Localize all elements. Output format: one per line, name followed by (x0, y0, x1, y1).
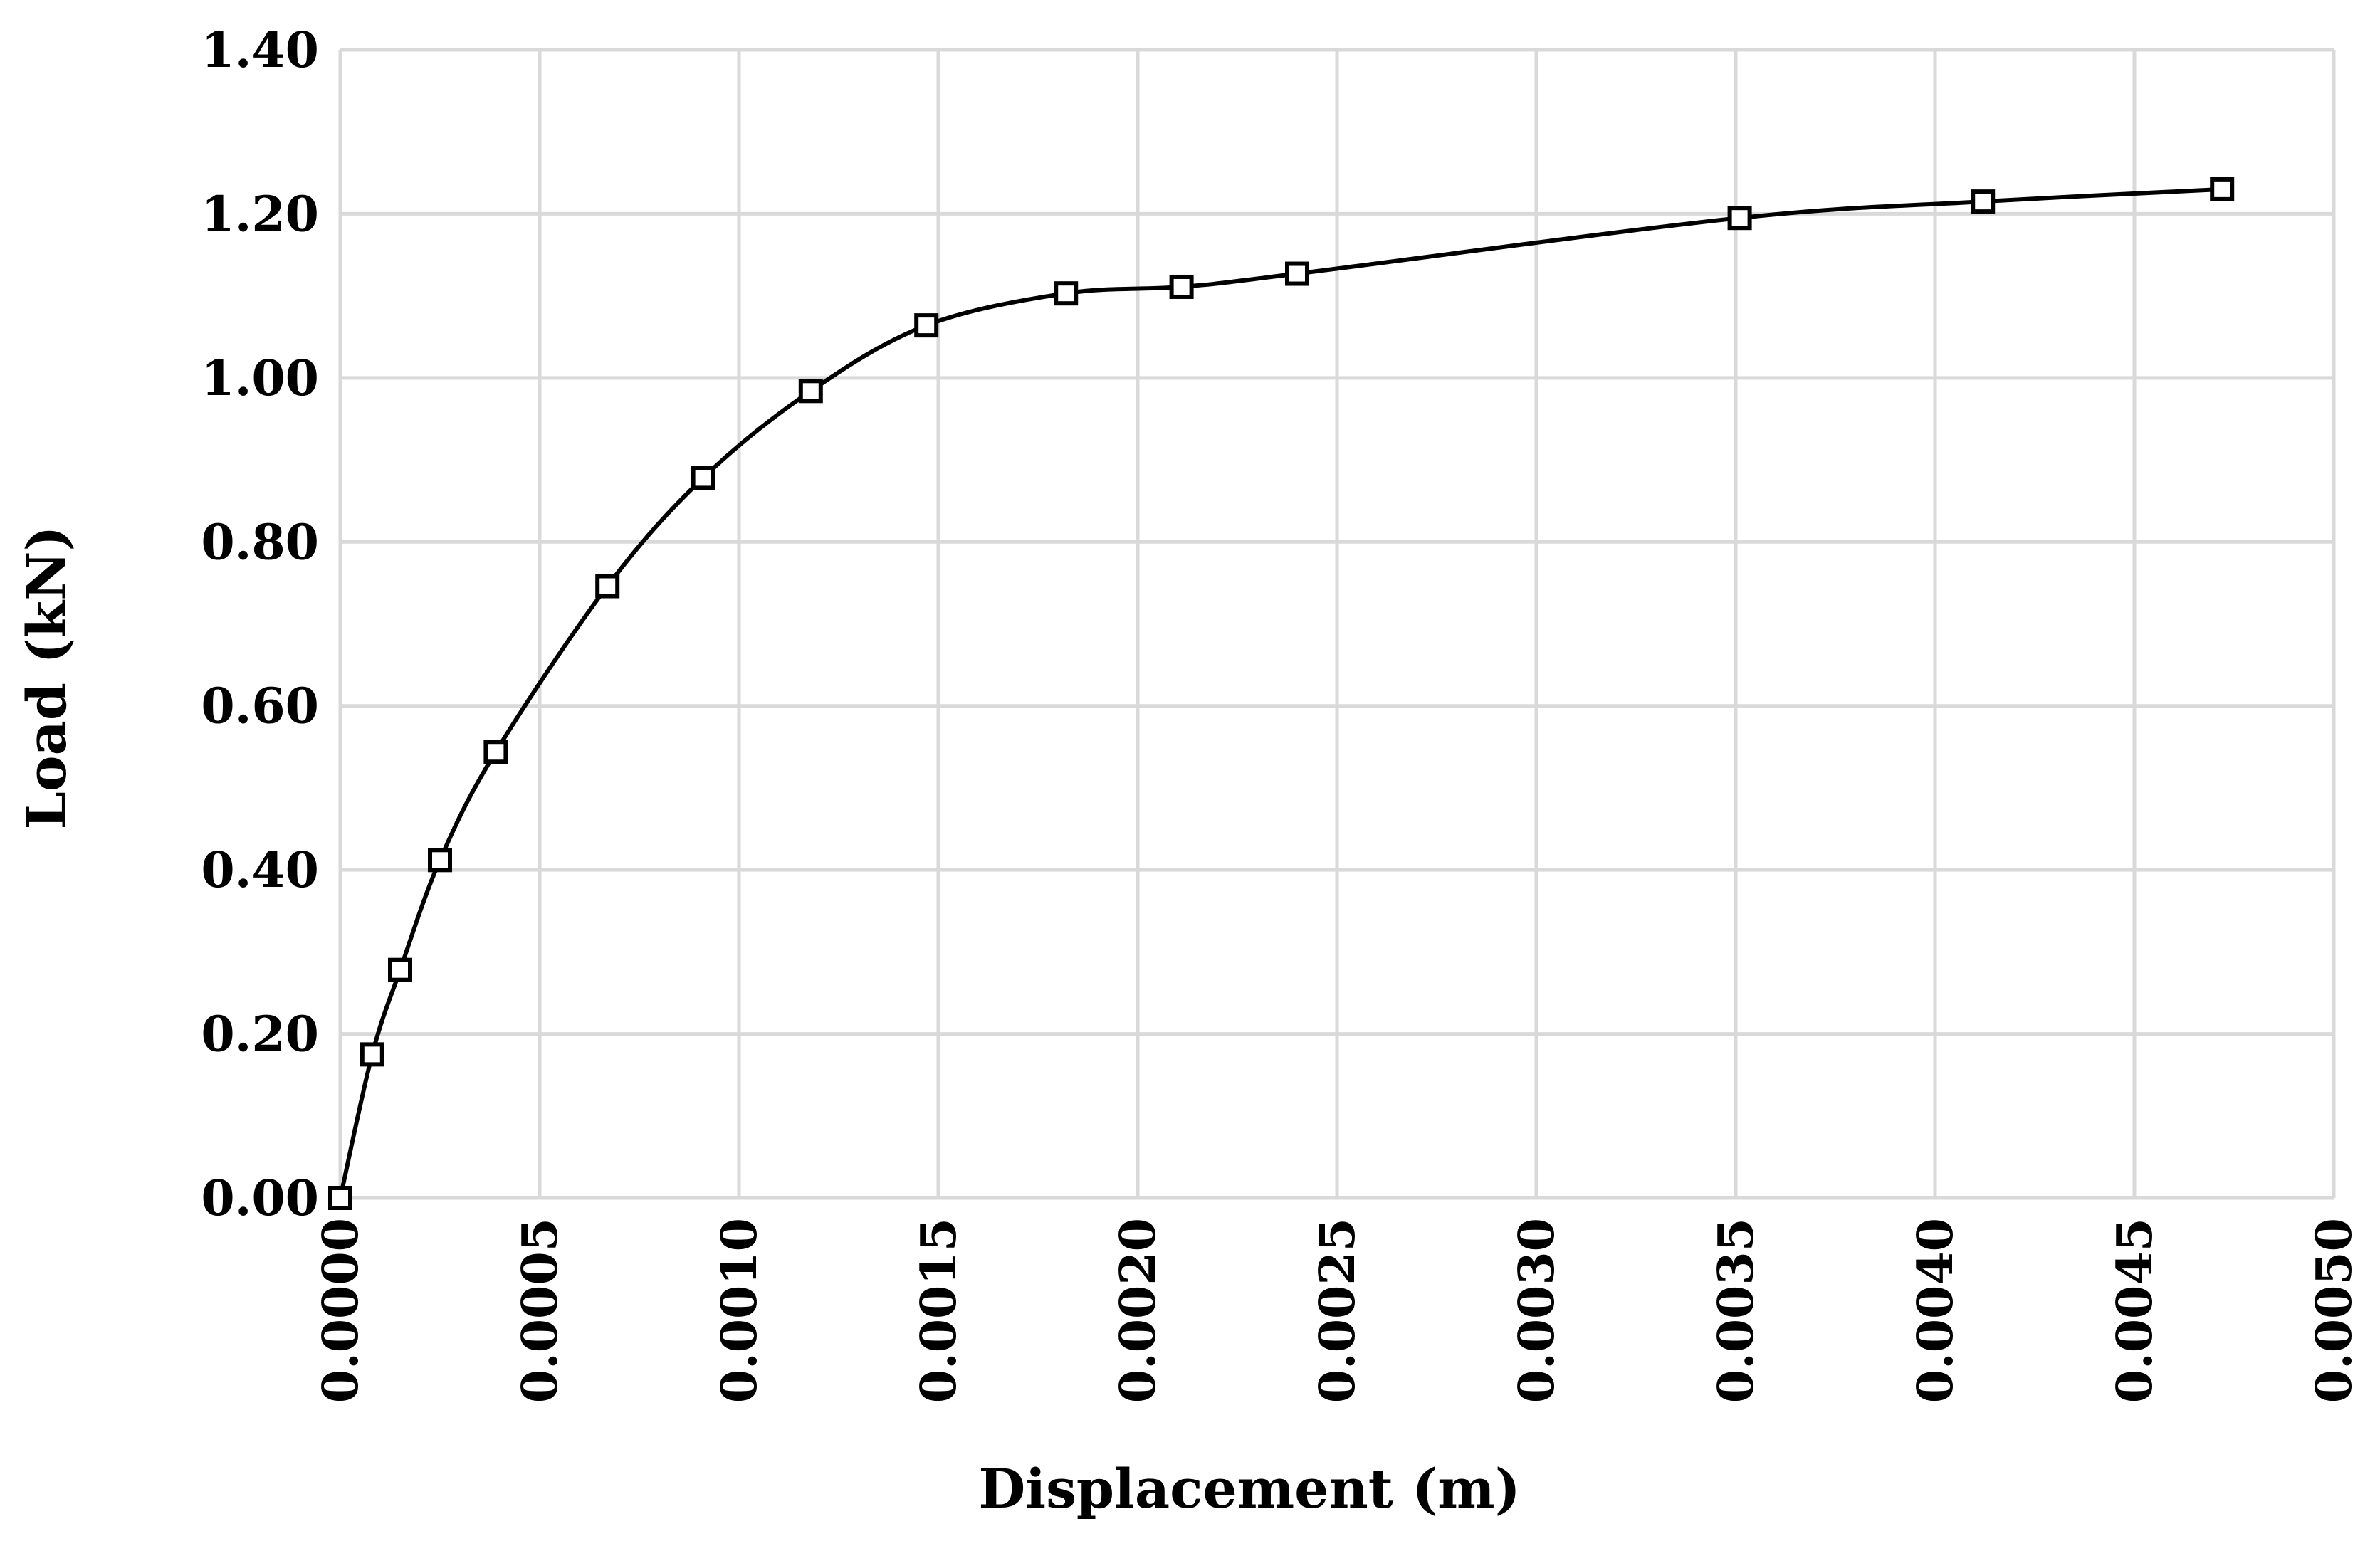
vertical-gridlines (338, 50, 2336, 1198)
data-point-marker (1054, 281, 1079, 306)
x-tick-label: 0.0045 (2107, 1218, 2164, 1403)
y-tick-label: 0.80 (201, 514, 319, 571)
data-point-marker (428, 848, 452, 873)
y-tick-label: 1.40 (201, 22, 319, 79)
y-tick-label: 0.60 (201, 678, 319, 735)
load-displacement-curve (338, 186, 2223, 1199)
horizontal-gridlines (340, 48, 2334, 1200)
data-point-marker (2210, 177, 2235, 201)
x-tick-label: 0.0020 (1110, 1218, 1167, 1403)
y-tick-label: 1.20 (201, 186, 319, 243)
x-tick-label: 0.0025 (1309, 1218, 1366, 1403)
x-tick-label: 0.0005 (512, 1218, 569, 1403)
x-tick-label: 0.0030 (1509, 1218, 1566, 1403)
y-axis-tick-labels: 0.00 0.20 0.40 0.60 0.80 1.00 1.20 1.40 (201, 22, 319, 1227)
data-point-marker (360, 1042, 384, 1067)
y-tick-label: 0.20 (201, 1006, 319, 1063)
data-point-marker (1727, 206, 1752, 231)
x-tick-label: 0.0010 (711, 1218, 768, 1403)
data-point-marker (691, 466, 715, 490)
x-tick-label: 0.0015 (911, 1218, 968, 1403)
x-tick-label: 0.0000 (313, 1218, 369, 1403)
x-tick-label: 0.0035 (1708, 1218, 1765, 1403)
y-tick-label: 0.40 (201, 842, 319, 899)
data-point-marker (1169, 274, 1194, 299)
data-point-marker (328, 1186, 352, 1210)
x-axis-tick-labels: 0.0000 0.0005 0.0010 0.0015 0.0020 0.0025 0.00… (313, 1218, 2363, 1403)
x-tick-label: 0.0050 (2306, 1218, 2363, 1403)
data-point-marker (1285, 261, 1309, 286)
y-tick-label: 0.00 (201, 1170, 319, 1227)
data-point-marker (1971, 189, 1996, 214)
x-axis-title: Displacement (m) (978, 1457, 1520, 1520)
data-point-marker (798, 379, 823, 404)
data-point-marker (595, 574, 620, 599)
data-point-marker (914, 313, 939, 338)
y-tick-label: 1.00 (201, 350, 319, 407)
data-point-marker (388, 957, 412, 982)
data-point-marker (483, 740, 508, 764)
x-tick-label: 0.0040 (1907, 1218, 1964, 1403)
data-point-markers (328, 177, 2235, 1210)
y-axis-title: Load (kN) (15, 525, 78, 829)
